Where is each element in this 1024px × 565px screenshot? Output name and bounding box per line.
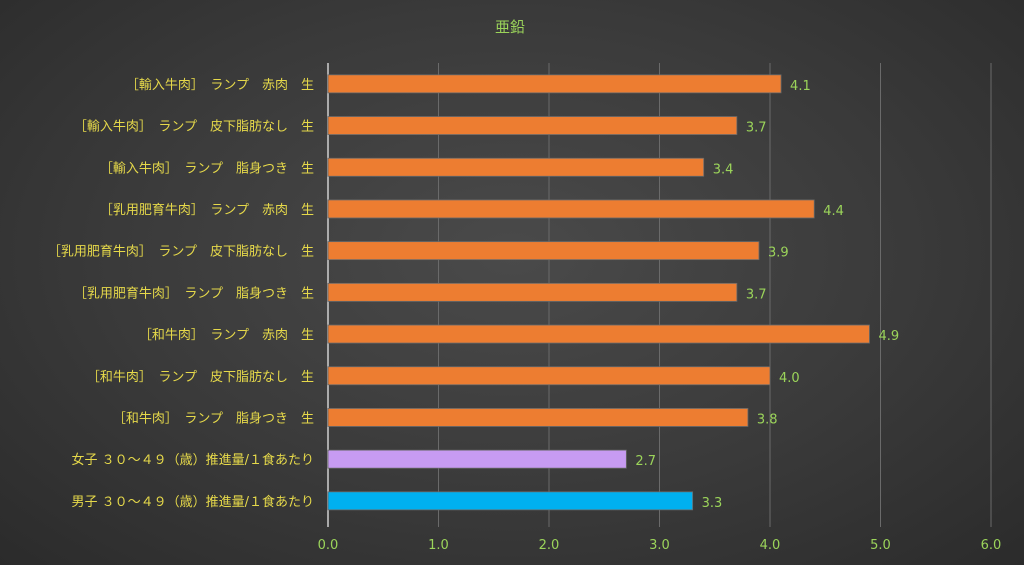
x-tick-label: 0.0	[318, 538, 339, 553]
bar	[327, 282, 738, 302]
bar	[327, 199, 815, 219]
data-label: 4.4	[823, 204, 844, 219]
bar	[327, 157, 705, 177]
category-label: ［乳用肥育牛肉］ ランプ 皮下脂肪なし 生	[48, 244, 314, 260]
data-labels: 4.1 3.7 3.4 4.4 3.9 3.7 4.9 4.0 3.8 2.7 3.3	[635, 79, 899, 511]
data-label: 4.9	[878, 329, 899, 344]
x-tick-label: 3.0	[649, 538, 670, 553]
category-labels: ［輸入牛肉］ ランプ 赤肉 生 ［輸入牛肉］ ランプ 皮下脂肪なし 生 ［輸入牛肉］…	[48, 78, 314, 510]
data-label: 2.7	[635, 454, 656, 469]
category-label: ［和牛肉］ ランプ 赤肉 生	[139, 328, 314, 343]
category-label: ［乳用肥育牛肉］ ランプ 赤肉 生	[100, 202, 314, 218]
data-label: 3.9	[768, 246, 789, 261]
chart-title: 亜鉛	[495, 18, 525, 36]
category-label: ［乳用肥育牛肉］ ランプ 脂身つき 生	[74, 285, 314, 301]
data-label: 3.3	[702, 496, 723, 511]
x-tick-labels: 0.0 1.0 2.0 3.0 4.0 5.0 6.0	[318, 538, 1002, 553]
category-label: ［和牛肉］ ランプ 脂身つき 生	[113, 410, 314, 426]
x-tick-label: 1.0	[428, 538, 449, 553]
bars	[327, 74, 870, 511]
category-label: 男子 ３０～４９（歳）推進量/１食あたり	[71, 494, 314, 510]
bar	[327, 324, 870, 344]
category-label: ［輸入牛肉］ ランプ 皮下脂肪なし 生	[74, 119, 314, 135]
data-label: 3.7	[746, 121, 767, 136]
bar	[327, 366, 771, 386]
x-tick-label: 6.0	[981, 538, 1002, 553]
x-tick-label: 2.0	[539, 538, 560, 553]
x-tick-label: 4.0	[760, 538, 781, 553]
category-label: ［輸入牛肉］ ランプ 脂身つき 生	[100, 160, 314, 176]
bar	[327, 491, 694, 511]
data-label: 3.8	[757, 412, 778, 427]
data-label: 4.1	[790, 79, 811, 94]
category-label: ［和牛肉］ ランプ 皮下脂肪なし 生	[87, 369, 314, 385]
bar	[327, 408, 749, 427]
x-tick-label: 5.0	[870, 538, 891, 553]
data-label: 4.0	[779, 371, 800, 386]
bar	[327, 241, 760, 261]
bar	[327, 74, 782, 94]
data-label: 3.7	[746, 287, 767, 302]
data-label: 3.4	[713, 162, 734, 177]
bar	[327, 116, 738, 135]
category-label: 女子 ３０～４９（歳）推進量/１食あたり	[71, 452, 314, 468]
category-label: ［輸入牛肉］ ランプ 赤肉 生	[126, 78, 314, 93]
bar	[327, 449, 627, 469]
